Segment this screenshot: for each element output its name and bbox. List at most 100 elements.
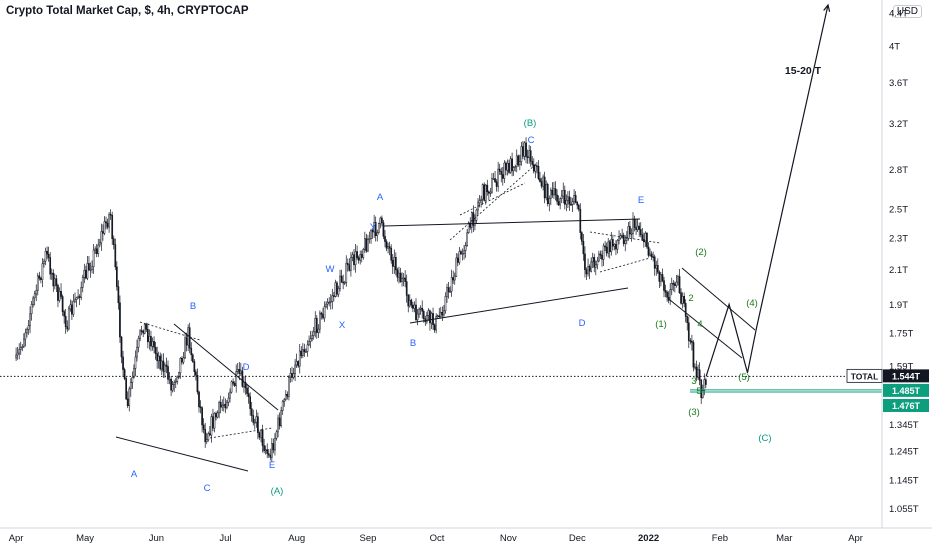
y-tick-label: 4.4T	[889, 8, 908, 19]
y-tick-label: 2.5T	[889, 205, 908, 216]
chart-title: Crypto Total Market Cap, $, 4h, CRYPTOCA…	[6, 5, 249, 17]
candle-body	[416, 313, 419, 321]
candle-body	[26, 329, 28, 334]
candle-body	[78, 296, 81, 298]
candle-body	[395, 257, 397, 271]
candle-body	[77, 296, 79, 299]
candle-body	[100, 231, 103, 244]
candle-body	[288, 377, 290, 397]
candle-body	[503, 162, 506, 179]
y-tick-label: 1.145T	[889, 476, 919, 487]
candle-body	[184, 337, 186, 359]
candle-body	[641, 234, 644, 240]
candle-body	[577, 204, 580, 210]
candle-body	[540, 181, 543, 187]
candle-body	[522, 146, 524, 157]
candle-body	[498, 168, 501, 172]
candle-body	[613, 244, 616, 247]
candle-body	[381, 217, 383, 223]
candle-body	[408, 299, 411, 307]
candle-body	[443, 310, 445, 316]
candle-body	[362, 249, 365, 258]
candle-body	[678, 276, 681, 293]
candle-body	[656, 265, 659, 273]
candle-body	[506, 162, 509, 171]
candle-body	[605, 246, 608, 254]
candle-body	[376, 232, 379, 236]
candle-body	[567, 196, 569, 201]
candle-body	[317, 328, 320, 333]
candle-body	[269, 454, 272, 458]
candle-body	[632, 218, 634, 234]
y-tick-label: 1.245T	[889, 447, 919, 458]
candle-body	[277, 417, 279, 433]
trendline	[669, 299, 743, 359]
candle-body	[638, 225, 641, 230]
candle-body	[514, 166, 517, 168]
candle-body	[195, 371, 197, 376]
candle-body	[343, 282, 346, 284]
wave-label: B	[410, 338, 416, 349]
candle-body	[258, 432, 261, 438]
price-axis[interactable]: 4.4T 4T 3.6T 3.2T 2.8T 2.5T 2.3T 2.1T 1.9T 1.75T 1…	[889, 8, 919, 515]
candle-body	[64, 315, 67, 327]
candle-body	[334, 282, 337, 297]
candle-body	[410, 299, 413, 306]
candle-body	[512, 167, 515, 171]
candle-body	[109, 213, 112, 216]
candle-body	[272, 443, 275, 451]
candle-body	[388, 246, 391, 249]
candle-body	[182, 357, 185, 363]
candle-body	[398, 272, 400, 278]
candle-body	[439, 312, 442, 317]
candle-body	[545, 184, 548, 199]
candle-body	[168, 378, 171, 381]
candle-body	[604, 245, 606, 248]
candle-body	[554, 188, 557, 196]
candle-body	[126, 398, 129, 406]
candle-body	[153, 341, 155, 348]
trendline	[173, 323, 279, 411]
candle-body	[193, 361, 196, 373]
candle-body	[40, 277, 42, 280]
wave-label: A	[377, 192, 384, 203]
candle-body	[570, 203, 572, 206]
candle-body	[374, 222, 377, 236]
candle-body	[576, 202, 579, 206]
candle-body	[528, 150, 530, 158]
candle-body	[142, 330, 145, 334]
candle-body	[264, 449, 267, 452]
candle-body	[89, 269, 92, 271]
candle-body	[701, 390, 704, 398]
candle-body	[393, 257, 396, 267]
candle-body	[94, 248, 97, 251]
candle-body	[202, 424, 205, 430]
time-axis[interactable]: Apr May Jun Jul Aug Sep Oct Nov Dec 2022 Feb Mar Apr	[9, 533, 863, 544]
candle-body	[351, 254, 354, 258]
candle-body	[550, 189, 552, 199]
candle-body	[477, 202, 479, 211]
candle-body	[309, 338, 312, 342]
candle-body	[232, 381, 234, 384]
candle-body	[85, 269, 87, 279]
candle-body	[689, 340, 692, 342]
candle-body	[66, 326, 69, 330]
candle-body	[683, 296, 685, 304]
candle-body	[294, 364, 296, 375]
currency-button[interactable]: USD	[892, 5, 922, 18]
candle-body	[607, 241, 610, 254]
candle-body	[407, 295, 410, 307]
candle-body	[266, 449, 269, 454]
candle-body	[413, 304, 416, 309]
x-tick-label: May	[76, 533, 94, 544]
candle-body	[302, 349, 304, 356]
candle-body	[582, 241, 585, 255]
candle-body	[584, 253, 586, 270]
candle-body	[218, 402, 221, 414]
wave-label: 3	[691, 376, 696, 387]
candle-body	[596, 260, 599, 266]
candle-body	[647, 246, 650, 256]
candle-body	[261, 429, 264, 446]
candle-body	[345, 262, 348, 283]
